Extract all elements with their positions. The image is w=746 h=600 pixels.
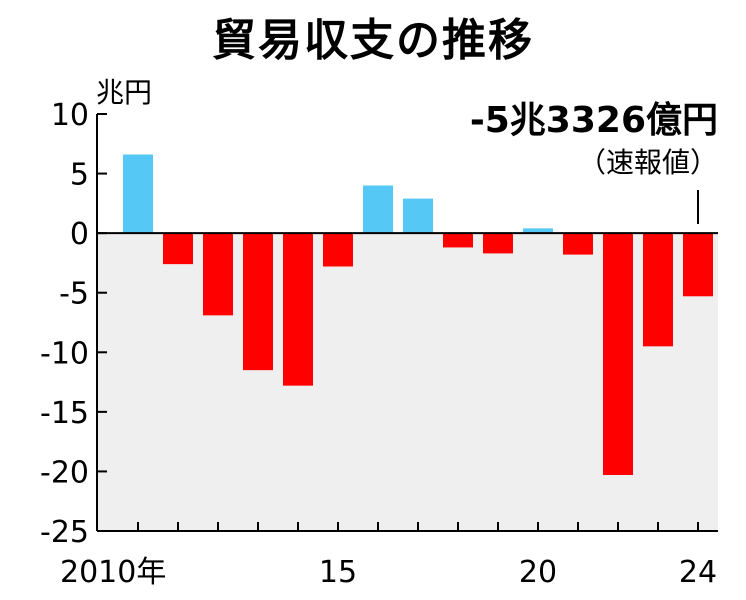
bar-2013 bbox=[243, 233, 273, 371]
bar-2010 bbox=[123, 154, 153, 234]
y-tick-label: -10 bbox=[40, 336, 89, 371]
y-tick-label: 0 bbox=[70, 217, 89, 252]
x-tick-label: 24 bbox=[679, 555, 717, 590]
bar-2020 bbox=[523, 228, 553, 234]
x-tick-label: 20 bbox=[519, 555, 557, 590]
bar-2022 bbox=[603, 233, 633, 476]
bar-2016 bbox=[363, 185, 393, 234]
annotation-value: -5兆3326億円 bbox=[470, 100, 718, 141]
bar-2023 bbox=[643, 233, 673, 347]
bar-2011 bbox=[163, 233, 193, 265]
chart-title: 貿易収支の推移 bbox=[212, 15, 534, 66]
y-tick-label: -15 bbox=[40, 396, 89, 431]
annotation-note: （速報値） bbox=[578, 146, 718, 179]
bar-2014 bbox=[283, 233, 313, 386]
bar-2018 bbox=[443, 233, 473, 248]
bar-2019 bbox=[483, 233, 513, 254]
y-tick-label: 5 bbox=[70, 158, 89, 193]
bar-2012 bbox=[203, 233, 233, 316]
x-tick-label: 15 bbox=[319, 555, 357, 590]
bar-2015 bbox=[323, 233, 353, 267]
y-tick-label: -25 bbox=[40, 515, 89, 550]
y-tick-label: -20 bbox=[40, 455, 89, 490]
x-tick-label: 2010年 bbox=[60, 555, 166, 590]
bar-2021 bbox=[563, 233, 593, 255]
bar-2017 bbox=[403, 198, 433, 234]
y-tick-label: 10 bbox=[51, 98, 89, 133]
bar-2024 bbox=[683, 233, 713, 297]
y-tick-label: -5 bbox=[59, 277, 89, 312]
y-axis-unit-label: 兆円 bbox=[96, 76, 152, 109]
